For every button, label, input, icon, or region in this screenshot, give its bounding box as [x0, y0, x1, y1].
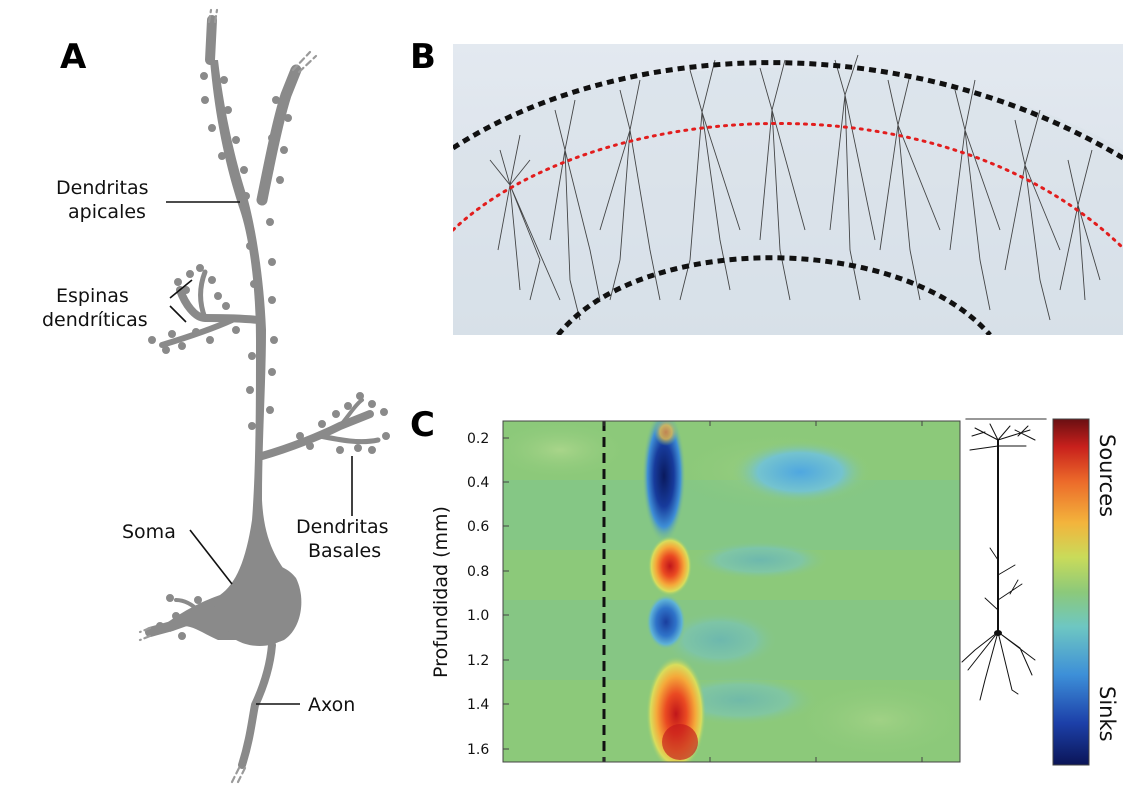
panel-a-labels: Dendritas apicales Espinas dendríticas S…: [42, 177, 389, 716]
csd-weak-sink: [730, 440, 870, 504]
csd-sink-lower: [646, 594, 686, 650]
label-spines-line2: dendríticas: [42, 309, 148, 331]
colorbar-label-sinks: Sinks: [1095, 686, 1119, 742]
slice-soma-layer-line: [453, 121, 1123, 250]
csd-colorbar: Sources Sinks: [1052, 418, 1119, 766]
slice-lower-boundary: [556, 255, 992, 335]
y-tick-1.0: 1.0: [467, 608, 489, 624]
cortical-slice-photo: [453, 44, 1123, 335]
csd-y-axis: 0.2 0.4 0.6 0.8 1.0 1.2 1.4 1.6 Profundi…: [430, 431, 509, 758]
slice-upper-boundary: [453, 60, 1123, 161]
label-soma: Soma: [122, 521, 176, 543]
panel-c-letter: C: [410, 405, 435, 445]
y-tick-0.2: 0.2: [467, 431, 489, 447]
label-axon: Axon: [308, 694, 355, 716]
y-tick-0.8: 0.8: [467, 564, 489, 580]
label-basal-line1: Dendritas: [296, 516, 389, 538]
pyramidal-neuron-drawing: [138, 8, 390, 784]
y-tick-1.2: 1.2: [467, 653, 489, 669]
y-tick-1.4: 1.4: [467, 697, 489, 713]
y-tick-0.4: 0.4: [467, 475, 489, 491]
csd-source-middle: [648, 536, 692, 596]
y-axis-label: Profundidad (mm): [430, 506, 452, 678]
label-apical-line1: Dendritas: [56, 177, 149, 199]
slice-neurons: [489, 54, 1101, 321]
csd-sink-upper: [642, 421, 686, 544]
y-tick-1.6: 1.6: [467, 742, 489, 758]
panel-b-letter: B: [410, 37, 436, 77]
panel-a-leader-lines: [166, 201, 353, 705]
label-spines-line1: Espinas: [56, 285, 129, 307]
panel-a-letter: A: [60, 37, 87, 77]
colorbar-label-sources: Sources: [1095, 434, 1119, 517]
y-tick-0.6: 0.6: [467, 519, 489, 535]
label-basal-line2: Basales: [308, 540, 381, 562]
reconstructed-neuron-trace: [961, 418, 1047, 701]
label-apical-line2: apicales: [68, 201, 146, 223]
csd-heatmap: [502, 420, 961, 763]
